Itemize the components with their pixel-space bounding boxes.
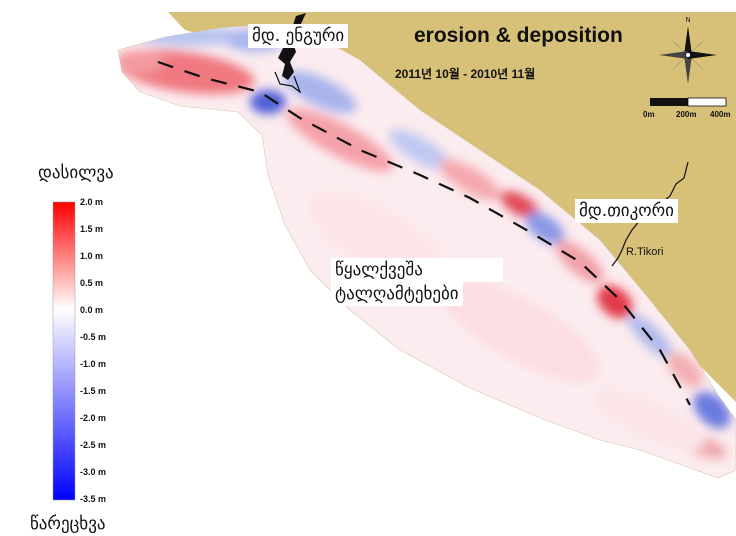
scale-label-400: 400m	[710, 110, 730, 119]
legend-tick: -2.0 m	[80, 413, 106, 423]
legend-bottom-label: წარეცხვა	[30, 514, 106, 534]
label-r-tikori: R.Tikori	[626, 246, 663, 258]
legend-tick: -3.5 m	[80, 494, 106, 504]
legend-tick: -3.0 m	[80, 467, 106, 477]
label-tikori-river: მდ.თიკორი	[575, 199, 678, 223]
label-enguri-river: მდ. ენგური	[248, 24, 348, 48]
legend-tick: 1.5 m	[80, 224, 103, 234]
north-label: N	[685, 17, 690, 24]
scale-label-0: 0m	[643, 110, 655, 119]
legend-tick: 1.0 m	[80, 251, 103, 261]
legend-tick: 0.5 m	[80, 278, 103, 288]
map-title: erosion & deposition	[414, 24, 623, 48]
legend-gradient	[53, 202, 75, 500]
scale-label-200: 200m	[676, 110, 696, 119]
map-subtitle: 2011년 10월 - 2010년 11월	[395, 65, 535, 82]
legend-tick: -1.0 m	[80, 359, 106, 369]
legend-top-label: დასილვა	[38, 163, 114, 183]
label-underwater-line1: წყალქვეშა	[331, 258, 503, 282]
legend-tick: -1.5 m	[80, 386, 106, 396]
label-underwater-line2: ტალღამტეხები	[331, 282, 463, 306]
legend-tick: -2.5 m	[80, 440, 106, 450]
legend-tick: -0.5 m	[80, 332, 106, 342]
legend-tick: 0.0 m	[80, 305, 103, 315]
scale-bar	[650, 98, 726, 106]
legend-tick: 2.0 m	[80, 197, 103, 207]
